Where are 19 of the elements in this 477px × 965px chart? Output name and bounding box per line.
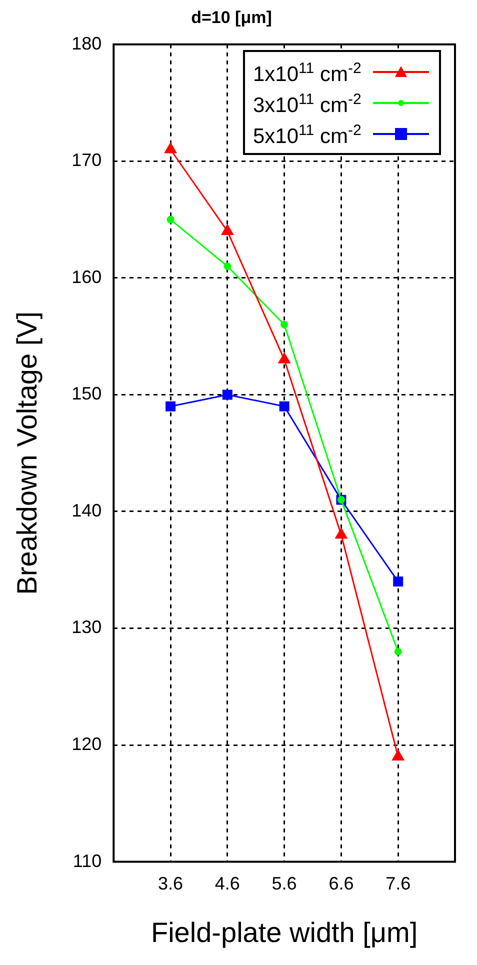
x-tick-label: 5.6 <box>272 874 297 894</box>
x-tick-label: 6.6 <box>328 874 354 894</box>
y-tick-label: 150 <box>72 384 102 404</box>
y-tick-label: 130 <box>72 617 102 638</box>
legend-label: 1x10$^{11}$ cm$^{-2}$ <box>253 59 362 88</box>
chart-title: d=10 [μm] <box>191 8 272 27</box>
x-axis-title: Field-plate width [μm] <box>150 916 418 948</box>
y-tick-label: 170 <box>72 150 102 170</box>
y-axis-title: Breakdown Voltage [V] <box>12 311 43 595</box>
y-tick-label: 110 <box>72 850 102 871</box>
legend-label: 5x10$^{11}$ cm$^{-2}$ <box>253 121 362 150</box>
x-tick-label: 4.6 <box>214 874 240 894</box>
x-tick-label: 7.6 <box>386 874 411 894</box>
y-tick-label: 120 <box>72 734 102 754</box>
y-tick-label: 140 <box>72 500 102 520</box>
legend-label: 3x10$^{11}$ cm$^{-2}$ <box>253 90 362 118</box>
y-tick-label: 180 <box>72 33 102 54</box>
x-tick-label: 3.6 <box>158 874 184 894</box>
y-tick-label: 160 <box>72 266 102 287</box>
